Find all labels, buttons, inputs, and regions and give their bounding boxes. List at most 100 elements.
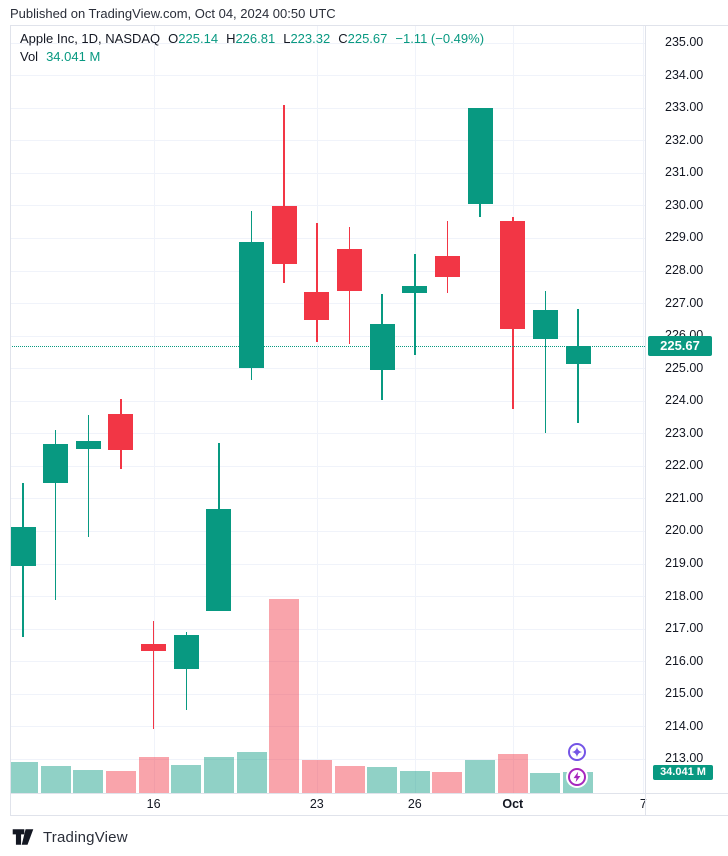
pane-border-left: [10, 25, 11, 815]
pane-border-bottom: [10, 793, 728, 794]
candle-body: [434, 255, 460, 278]
candle-body: [500, 221, 526, 329]
volume-bar: [269, 598, 300, 793]
low-label: L: [283, 31, 291, 46]
close-label: C: [338, 31, 348, 46]
price-tick-label: 224.00: [665, 393, 704, 408]
price-gridline: [10, 726, 645, 728]
time-gridline: [414, 25, 416, 793]
legend-row-volume: Vol 34.041 M: [20, 48, 484, 65]
flash-button[interactable]: [568, 768, 586, 786]
volume-bar: [301, 760, 332, 793]
price-tick-label: 234.00: [665, 67, 704, 82]
time-gridline: [153, 25, 155, 793]
volume-value: 34.041 M: [46, 49, 101, 64]
price-tick-label: 216.00: [665, 653, 704, 668]
price-tick-label: 232.00: [665, 132, 704, 147]
tradingview-wordmark: TradingView: [43, 828, 128, 846]
time-gridline: [316, 25, 318, 793]
time-tick-label: 7: [639, 797, 647, 811]
close-value: 225.67: [347, 31, 388, 46]
candle-body: [467, 107, 493, 205]
volume-bar: [73, 770, 104, 793]
candle-wick: [185, 631, 187, 710]
price-axis-separator: [645, 25, 646, 815]
symbol-title: Apple Inc, 1D, NASDAQ: [20, 31, 161, 46]
candle-wick: [283, 104, 285, 283]
boost-button[interactable]: [568, 743, 586, 761]
change-value: −1.11 (−0.49%): [395, 31, 485, 46]
price-gridline: [10, 205, 645, 207]
price-gridline: [10, 530, 645, 532]
price-gridline: [10, 237, 645, 239]
price-tick-label: 221.00: [665, 490, 704, 505]
price-gridline: [10, 368, 645, 370]
volume-bar: [10, 761, 38, 793]
price-tick-label: 222.00: [665, 458, 704, 473]
close-group: C 225.67: [338, 30, 387, 47]
price-gridline: [10, 661, 645, 663]
last-price-line: [10, 346, 645, 348]
candle-body: [402, 286, 428, 294]
volume-bar: [334, 766, 365, 793]
candle-body: [173, 635, 199, 670]
volume-label: Vol: [20, 49, 39, 64]
price-gridline: [10, 693, 645, 695]
candle-wick: [152, 621, 155, 729]
volume-bar: [236, 752, 267, 793]
tradingview-logo-icon: [12, 829, 34, 845]
volume-bar: [497, 754, 528, 793]
candle-body: [271, 206, 297, 264]
candle-wick: [544, 291, 547, 433]
time-tick-label: Oct: [502, 797, 524, 811]
candle-body: [75, 440, 101, 450]
price-gridline: [10, 172, 645, 174]
price-tick-label: 230.00: [665, 197, 704, 212]
price-gridline: [10, 563, 645, 565]
price-tick-label: 214.00: [665, 718, 704, 733]
volume-bar: [432, 772, 463, 793]
last-price-badge: 225.67: [648, 336, 712, 357]
price-tick-label: 219.00: [665, 556, 704, 570]
price-gridline: [10, 498, 645, 500]
price-gridline: [10, 758, 645, 760]
candle-body: [43, 444, 69, 484]
low-value: 223.32: [290, 31, 331, 46]
price-tick-label: 227.00: [665, 295, 704, 310]
candle-wick: [87, 415, 89, 537]
price-tick-label: 213.00: [665, 751, 704, 766]
price-tick-label: 217.00: [665, 621, 704, 636]
open-value: 225.14: [178, 31, 219, 46]
candle-body: [239, 242, 264, 369]
pane-border-top: [10, 25, 728, 26]
time-tick-label: 16: [146, 797, 161, 811]
price-tick-label: 223.00: [665, 425, 704, 440]
volume-bar: [399, 770, 430, 793]
volume-bar: [105, 770, 136, 793]
candle-wick: [414, 254, 416, 355]
price-gridline: [10, 270, 645, 272]
open-label: O: [168, 31, 179, 46]
candle-body: [565, 346, 591, 364]
time-tick-label: 26: [407, 797, 422, 811]
price-axis[interactable]: 225.67 34.041 M 235.00 234.00 233.00 232.00…: [645, 25, 728, 793]
price-tick-label: 235.00: [665, 35, 704, 50]
high-group: H 226.81: [226, 30, 275, 47]
price-gridline: [10, 75, 645, 77]
price-gridline: [10, 140, 645, 142]
candle-wick: [54, 430, 57, 600]
time-tick-label: 23: [309, 797, 324, 811]
time-gridline: [643, 25, 645, 793]
candle-body: [206, 508, 232, 611]
candle-body: [108, 414, 134, 450]
time-axis[interactable]: 16 23 26 Oct 7: [10, 793, 728, 815]
tradingview-logo[interactable]: TradingView: [10, 828, 128, 846]
price-tick-label: 228.00: [665, 263, 704, 277]
candle-wick: [316, 223, 318, 342]
price-gridline: [10, 628, 645, 630]
volume-badge: 34.041 M: [653, 765, 713, 780]
